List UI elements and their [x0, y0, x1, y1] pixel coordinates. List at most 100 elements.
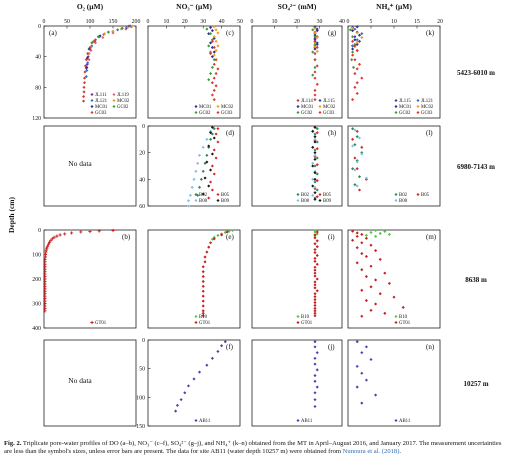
legend-entry: MC01 — [199, 105, 212, 110]
data-point — [212, 62, 216, 66]
legend-entry: GC02 — [199, 111, 211, 116]
data-point — [106, 30, 110, 34]
data-point — [313, 164, 317, 168]
data-point — [201, 279, 205, 283]
data-point — [111, 29, 115, 33]
data-point — [52, 235, 56, 239]
data-point — [209, 137, 213, 141]
data-point — [369, 285, 373, 289]
data-point — [315, 385, 319, 389]
data-point — [201, 314, 205, 318]
data-point — [355, 48, 359, 53]
legend-entry: MC01 — [301, 105, 314, 110]
data-point — [351, 98, 355, 102]
data-point — [43, 309, 47, 313]
legend-entry: MC02 — [117, 99, 130, 104]
data-point — [364, 233, 368, 237]
panel-frame — [147, 125, 241, 207]
data-point — [313, 391, 317, 395]
data-point — [205, 363, 209, 367]
data-point — [313, 303, 317, 308]
data-point — [216, 110, 220, 115]
data-point — [212, 98, 216, 102]
data-point — [82, 85, 86, 89]
data-point — [313, 137, 317, 141]
data-point — [318, 104, 322, 109]
data-point — [394, 192, 398, 197]
caption-text: Triplicate pore-water profiles of DO (a–… — [4, 440, 502, 456]
data-point — [313, 47, 317, 51]
data-point — [216, 31, 220, 35]
data-point — [201, 284, 205, 288]
data-point — [313, 26, 317, 30]
panel-frame — [147, 229, 241, 329]
data-point — [201, 304, 205, 308]
data-point — [207, 144, 211, 148]
data-point — [87, 58, 91, 62]
data-point — [357, 136, 362, 140]
data-point — [201, 294, 205, 298]
data-point — [351, 26, 355, 30]
data-point — [313, 340, 317, 344]
panel-letter: (j) — [328, 343, 335, 351]
legend-entry: MC02 — [421, 105, 434, 110]
data-point — [355, 81, 359, 85]
y-tick-label: 0 — [38, 228, 41, 234]
data-point — [313, 256, 317, 260]
data-point — [357, 62, 362, 66]
data-point — [374, 278, 378, 282]
data-point — [313, 300, 317, 305]
legend-entry: AB11 — [301, 419, 313, 424]
data-point — [364, 378, 368, 382]
data-point — [209, 131, 213, 135]
data-point — [311, 145, 315, 149]
data-point — [223, 340, 227, 344]
data-point — [311, 28, 315, 32]
data-point — [313, 298, 317, 302]
no-data-label: No data — [68, 159, 92, 168]
data-point — [205, 153, 209, 157]
data-point — [351, 127, 355, 131]
panel-letter: (h) — [328, 129, 337, 137]
data-point — [378, 231, 382, 235]
data-point — [210, 152, 214, 156]
data-point — [313, 379, 317, 383]
y-axis-label: Depth (cm) — [7, 196, 16, 233]
data-point — [214, 58, 218, 62]
y-tick-label: 0 — [142, 338, 145, 344]
data-point — [315, 245, 319, 249]
data-point — [313, 197, 317, 201]
data-point — [392, 295, 396, 299]
data-point — [416, 110, 420, 115]
data-point — [207, 184, 211, 188]
legend-entry: B08 — [399, 199, 408, 204]
data-point — [315, 188, 319, 192]
data-point — [315, 230, 319, 234]
panel-letter: (k) — [426, 29, 435, 37]
column-header: O₂ (μM) — [77, 2, 104, 11]
data-point — [203, 176, 207, 180]
data-point — [197, 185, 202, 189]
data-point — [416, 192, 420, 197]
data-point — [214, 84, 218, 88]
data-point — [360, 145, 364, 149]
legend-entry: MC02 — [221, 105, 234, 110]
data-point — [313, 171, 317, 175]
x-tick-label: 50 — [64, 19, 70, 25]
y-tick-label: 80 — [35, 85, 41, 91]
figure-canvas: O₂ (μM) NO₃⁻ (μM) SO₄²⁻ (mM) NH₄⁺ (μM) Depth… — [7, 2, 495, 430]
panel-k: 0 5 10 15 20(k) JL115 JL121 MC01 MC02 GC02 GC03 — [347, 19, 443, 119]
data-point — [313, 236, 317, 240]
data-point — [296, 104, 300, 109]
x-tick-label: 20 — [294, 19, 300, 25]
panel-letter: (m) — [426, 233, 437, 241]
caption-lead: Fig. 2. — [4, 440, 22, 447]
data-point — [315, 82, 319, 86]
data-point — [355, 184, 359, 188]
column-header: NH₄⁺ (μM) — [376, 2, 412, 11]
data-point — [212, 148, 216, 152]
data-point — [214, 39, 218, 43]
data-point — [313, 52, 317, 56]
caption-citation-link[interactable]: Nunoura et al. (2018) — [342, 448, 400, 456]
legend-entry: B09 — [221, 199, 230, 204]
